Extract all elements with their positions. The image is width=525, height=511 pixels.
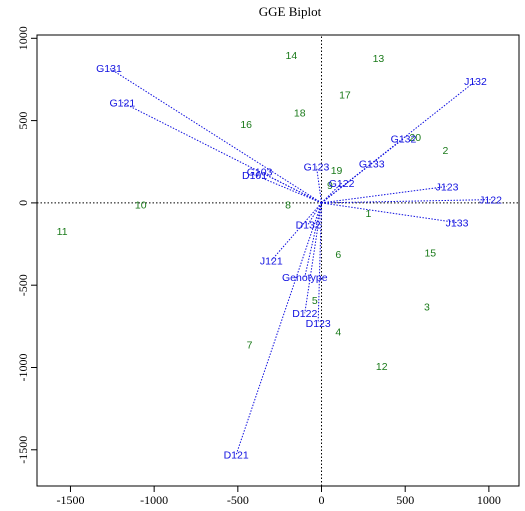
environment-label: 11 [57,226,68,238]
x-tick-label: -1000 [140,493,168,507]
environment-label: 3 [424,302,430,314]
environment-label: 15 [424,247,436,259]
plot-frame [36,34,520,487]
environment-label: 14 [286,50,298,62]
y-tick-label: -1000 [16,353,30,381]
environment-label: 12 [376,361,388,373]
y-tick-label: -1500 [16,436,30,464]
environment-label: 1 [365,208,371,220]
genotype-label: D122 [292,308,317,320]
genotype-label: G121 [110,97,136,109]
genotype-label: G133 [359,158,385,170]
y-tick-label: 500 [16,112,30,130]
environment-label: 4 [335,326,341,338]
genotype-vector [321,202,458,224]
genotype-vectors [108,67,491,455]
environment-label: 17 [339,89,351,101]
genotype-vector [235,202,322,455]
y-tick-label: -500 [16,274,30,296]
y-tick-label: 0 [16,200,30,206]
genotype-vector [321,185,448,204]
genotype-label: D121 [224,450,249,462]
environment-label: 18 [294,107,306,119]
genotype-vector [108,67,322,204]
genotype-vector [317,202,323,324]
genotype-vector [254,174,322,204]
environment-label: 6 [335,249,341,261]
x-tick-label: -1500 [56,493,84,507]
genotype-vector [321,199,491,204]
genotype-vector [315,166,323,203]
x-tick-label: 1000 [477,493,501,507]
genotype-vector [270,202,322,261]
genotype-label: J133 [446,218,469,230]
genotype-label: J132 [464,76,487,88]
genotype-vector [304,202,323,278]
genotype-label: G131 [96,63,122,75]
genotype-vector [304,202,323,314]
environment-label: 20 [409,132,421,144]
genotype-vector [307,202,322,225]
environment-label: 7 [247,339,253,351]
chart-title: GGE Biplot [259,4,322,19]
environment-label: 8 [285,200,291,212]
x-tick-label: 500 [396,493,414,507]
genotype-label: G103 [247,167,273,179]
genotype-label: Genotype [282,272,328,284]
environment-label: 13 [373,53,385,65]
genotype-label: J121 [260,256,283,268]
environment-label: 16 [240,119,252,131]
y-tick-label: 1000 [16,26,30,50]
reference-lines [37,35,519,486]
environment-label: 19 [331,165,343,177]
genotype-label: D101 [242,170,267,182]
genotype-label: J123 [436,181,459,193]
y-axis: -1500 -1000 -500 0 500 1000 [16,26,37,464]
x-tick-label: 0 [319,493,325,507]
genotype-label: J122 [479,195,502,207]
environment-label: 2 [442,145,448,157]
x-axis: -1500 -1000 -500 0 500 1000 [56,486,501,507]
genotype-label: D132 [296,219,321,231]
genotype-label: D123 [306,318,331,330]
genotype-label: G132 [391,134,417,146]
genotype-vector [259,171,322,204]
environment-label: 5 [312,295,318,307]
x-tick-label: -500 [227,493,249,507]
environment-label: 9 [327,180,333,192]
genotype-label: G123 [304,162,330,174]
genotype-label: G122 [329,178,355,190]
environment-label: 10 [135,200,147,212]
